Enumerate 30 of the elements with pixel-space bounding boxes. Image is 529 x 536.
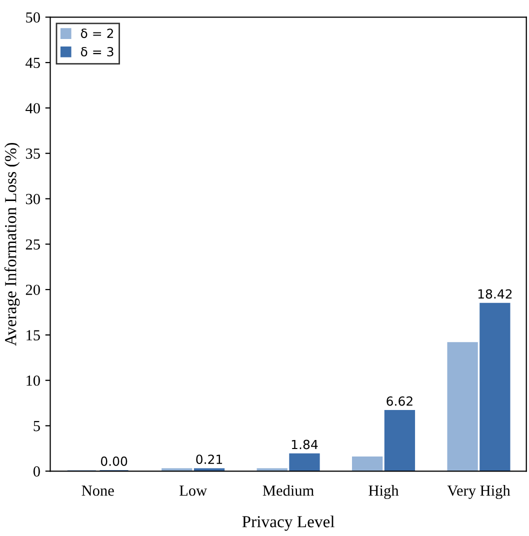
y-tick-label: 40 [26,103,40,114]
x-tick-label: None [82,486,114,496]
x-tick-label: Medium [262,485,314,496]
legend-label: δ = 2 [80,28,114,38]
data-label: 1.84 [292,440,318,450]
y-axis-title: Average Information Loss (%) [4,142,20,346]
bar [447,342,478,472]
bar [480,302,510,472]
data-label: 0.21 [196,454,222,464]
legend-label: δ = 3 [80,46,114,56]
y-tick-label: 5 [34,421,40,432]
x-axis-title: Privacy Level [242,516,334,531]
bar [384,410,416,472]
y-tick-label: 25 [26,239,40,250]
bar [352,456,383,472]
y-tick-label: 50 [26,12,40,23]
data-label: 6.62 [386,396,412,406]
y-tick-label: 45 [26,58,40,68]
y-tick-label: 30 [26,194,40,204]
x-tick-label: High [368,485,399,499]
bar [289,453,320,472]
data-label: 18.42 [478,289,512,299]
x-tick-label: Very High [447,485,510,499]
x-tick-label: Low [180,486,208,496]
y-tick-label: 35 [26,148,40,159]
y-tick-label: 0 [33,466,40,477]
y-tick-label: 20 [26,284,40,295]
y-tick-label: 10 [26,375,40,386]
data-label: 0.00 [100,456,128,466]
y-tick-label: 15 [26,330,40,340]
